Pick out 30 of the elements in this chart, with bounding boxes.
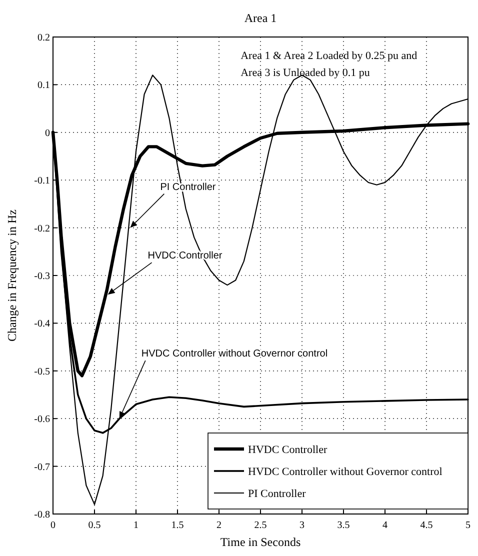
y-tick-label: -0.6 bbox=[34, 414, 50, 426]
x-tick-label: 5 bbox=[466, 520, 470, 531]
annotation: Area 1 & Area 2 Loaded by 0.25 pu and bbox=[240, 50, 418, 62]
y-tick-label: -0.3 bbox=[34, 271, 50, 282]
y-tick-label: 0.1 bbox=[38, 80, 50, 92]
x-tick-label: 1 bbox=[134, 520, 138, 531]
x-axis-title: Time in Seconds bbox=[220, 535, 301, 549]
legend-label: HVDC Controller bbox=[248, 444, 328, 456]
y-axis-title: Change in Frequency in Hz bbox=[5, 210, 19, 342]
x-tick-label: 0.5 bbox=[88, 520, 101, 531]
y-tick-label: -0.8 bbox=[34, 510, 50, 520]
annotation: HVDC Controller without Governor control bbox=[141, 348, 328, 360]
legend-label: HVDC Controller without Governor control bbox=[248, 466, 442, 478]
y-tick-label: -0.1 bbox=[34, 176, 50, 187]
y-tick-label: -0.7 bbox=[34, 462, 50, 473]
chart-title: Area 1 bbox=[244, 11, 277, 25]
x-tick-label: 1.5 bbox=[171, 520, 184, 531]
x-tick-label: 3.5 bbox=[337, 520, 350, 531]
annotation: Area 3 is Unloaded by 0.1 pu bbox=[240, 67, 370, 79]
y-tick-label: -0.2 bbox=[34, 223, 50, 234]
x-tick-label: 2 bbox=[216, 520, 222, 531]
y-tick-label: 0.2 bbox=[38, 32, 50, 44]
legend-label: PI Controller bbox=[248, 488, 306, 500]
x-tick-label: 2.5 bbox=[254, 520, 267, 531]
y-tick-label: -0.4 bbox=[34, 318, 50, 330]
x-tick-label: 4.5 bbox=[420, 520, 433, 531]
y-tick-label: 0 bbox=[45, 128, 50, 139]
x-tick-label: 3 bbox=[300, 520, 304, 531]
y-tick-label: -0.5 bbox=[34, 366, 50, 378]
x-tick-label: 4 bbox=[382, 520, 388, 531]
